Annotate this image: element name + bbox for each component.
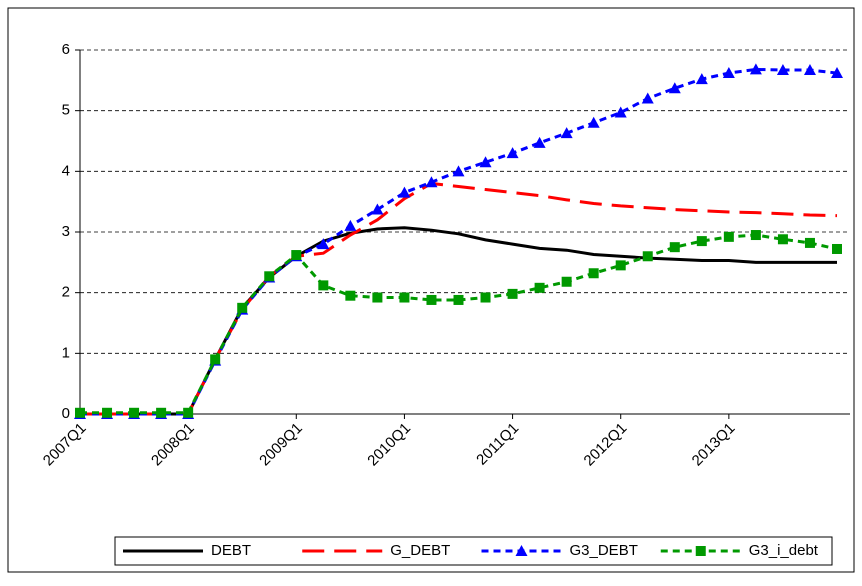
point [641,92,654,104]
point [317,238,330,250]
point [695,73,708,85]
point [832,243,842,254]
y-tick-label: 6 [62,41,70,58]
point [695,546,706,556]
point [318,280,329,291]
point [75,407,85,418]
point [183,407,194,418]
point [426,294,437,305]
point [696,236,707,247]
point [399,292,410,303]
chart-border [7,7,855,573]
point [372,292,383,303]
point [803,64,816,76]
point [561,276,572,287]
legend-label: DEBT [211,542,251,559]
point [480,292,491,303]
point [831,67,843,79]
point [398,186,411,198]
point [371,203,384,215]
point [452,165,465,177]
legend-label: G3_DEBT [570,542,638,559]
y-tick-label: 3 [62,223,70,240]
point [425,176,438,188]
point [776,64,789,76]
point [237,302,248,313]
point [515,545,528,556]
point [506,147,519,159]
point [722,67,735,79]
point [507,288,518,299]
point [723,231,734,242]
legend-label: G3_i_debt [749,542,819,559]
y-tick-label: 4 [62,162,70,179]
point [804,237,815,248]
point [560,127,573,139]
y-tick-label: 2 [62,284,70,301]
y-tick-label: 0 [62,405,70,422]
point [669,242,680,253]
point [642,251,653,262]
y-tick-label: 1 [62,344,70,361]
point [210,354,221,365]
point [615,260,626,271]
point [749,63,762,75]
point [345,290,356,301]
legend-label: G_DEBT [390,542,450,559]
point [344,219,357,231]
legend-box [114,536,833,566]
point [264,271,275,282]
y-tick-label: 5 [62,102,70,119]
point [129,407,140,418]
point [156,407,167,418]
point [534,282,545,293]
point [479,156,492,168]
point [291,250,302,261]
point [102,407,113,418]
point [777,234,788,245]
point [587,116,600,128]
point [614,106,627,118]
point [668,82,681,94]
point [588,268,599,279]
point [750,230,761,241]
point [453,294,464,305]
point [533,136,546,148]
